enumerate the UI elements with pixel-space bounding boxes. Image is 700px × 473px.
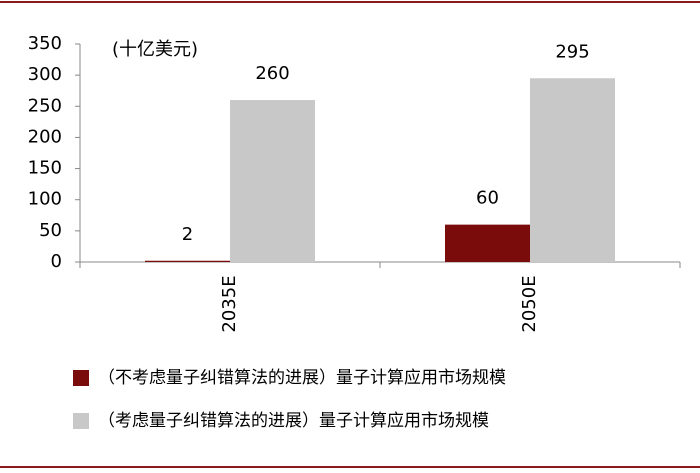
legend-label: （考虑量子纠错算法的进展）量子计算应用市场规模 (98, 411, 489, 431)
y-tick-label: 200 (28, 126, 62, 147)
x-tick-label: 2050E (519, 275, 540, 332)
y-tick-label: 50 (39, 220, 62, 241)
legend-label: （不考虑量子纠错算法的进展）量子计算应用市场规模 (98, 368, 506, 388)
data-label: 260 (255, 63, 289, 84)
data-label: 2 (182, 224, 193, 245)
x-tick-label: 2035E (219, 275, 240, 332)
y-tick-label: 350 (28, 33, 62, 54)
bar (230, 100, 315, 262)
legend-swatch (73, 413, 89, 429)
data-label: 295 (555, 41, 589, 62)
y-tick-label: 100 (28, 189, 62, 210)
data-label: 60 (476, 188, 499, 209)
bar (445, 224, 530, 262)
y-tick-label: 250 (28, 95, 62, 116)
y-tick-label: 150 (28, 158, 62, 179)
bar (145, 260, 230, 262)
y-tick-label: 300 (28, 64, 62, 85)
unit-label: (十亿美元) (112, 39, 198, 60)
bar (530, 78, 615, 262)
legend-swatch (73, 370, 89, 386)
y-tick-label: 0 (51, 251, 62, 272)
